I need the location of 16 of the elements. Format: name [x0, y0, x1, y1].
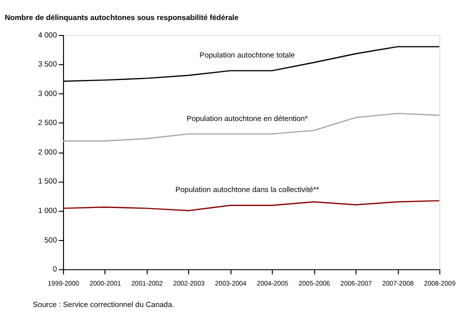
series-label: Population autochtone dans la collectivité**	[175, 185, 320, 194]
y-tick-label: 0	[52, 264, 57, 274]
y-tick-label: 3 500	[38, 60, 57, 69]
line-series	[62, 200, 440, 212]
y-tick-label: 1 500	[38, 176, 57, 186]
series-label: Population autochtone en détention*	[186, 114, 308, 123]
series-label: Population autochtone totale	[200, 50, 295, 60]
y-tick-label: 3 000	[38, 88, 57, 98]
y-tick-label: 2 000	[38, 147, 57, 156]
y-tick-label: 1 000	[38, 206, 57, 216]
y-tick-label: 2 500	[38, 118, 57, 128]
y-tick-label: 4 000	[38, 30, 57, 40]
chart-title: Nombre de délinquants autochtones sous responsabilité fédérale	[4, 12, 239, 22]
y-tick-label: 500	[44, 235, 57, 244]
source-note: Source : Service correctionnel du Canada.	[32, 300, 174, 309]
line-series	[62, 112, 440, 142]
